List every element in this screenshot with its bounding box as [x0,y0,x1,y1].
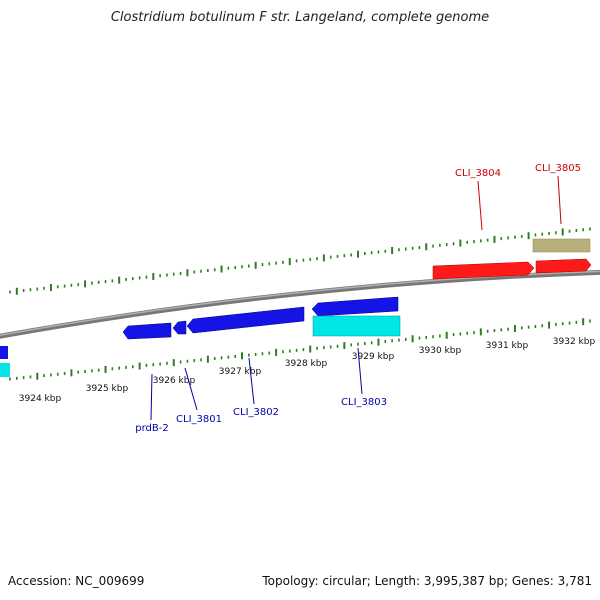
upper-tick-track [9,227,591,295]
gene-arrow-cli-3801[interactable] [172,320,187,335]
scale-label: 3931 kbp [486,341,529,351]
gene-leader-line [248,357,255,405]
scale-label: 3927 kbp [219,367,262,377]
scale-label: 3928 kbp [285,359,328,369]
gene-label-prdb-2[interactable]: prdB-2 [135,423,168,434]
gene-arrow-cli-3804[interactable] [432,261,535,280]
gene-leader-line [357,347,363,395]
genome-backbone-highlight [0,270,600,336]
scale-label: 3924 kbp [19,394,62,404]
gene-arrow-cli-3802[interactable] [186,306,305,334]
gene-arrow-prdb-2[interactable] [122,322,172,340]
scale-label: 3932 kbp [553,337,596,347]
scale-label: 3926 kbp [153,376,196,386]
gene-leader-line [150,373,153,421]
accession-text: Accession: NC_009699 [8,574,145,588]
gene-labels: prdB-2 CLI_3801 CLI_3802 CLI_3803 CLI_3804 CL… [135,163,581,434]
feature-box-other[interactable] [532,238,591,253]
gene-label-cli-3803[interactable]: CLI_3803 [341,397,387,408]
scale-label: 3930 kbp [419,346,462,356]
gene-arrow-cli-3805[interactable] [535,258,592,274]
lower-tick-track [9,318,591,381]
gene-label-cli-3801[interactable]: CLI_3801 [176,414,222,425]
scale-label: 3929 kbp [352,352,395,362]
genome-backbone [0,269,600,339]
gene-leader-line [184,367,198,411]
rna-box-cli-3803[interactable] [312,315,401,337]
map-title: Clostridium botulinum F str. Langeland, … [110,10,490,25]
topology-text: Topology: circular; Length: 3,995,387 bp… [262,574,592,588]
gene-leader-line [557,175,562,225]
gene-arrow-cli-3803[interactable] [311,296,399,317]
gene-label-cli-3805[interactable]: CLI_3805 [535,163,581,174]
scale-labels: 3924 kbp 3925 kbp 3926 kbp 3927 kbp 3928 kbp… [19,337,596,404]
gene-leader-line [477,180,483,231]
gene-label-cli-3802[interactable]: CLI_3802 [233,407,279,418]
gene-arrow-edge-left[interactable] [0,346,8,359]
gene-label-cli-3804[interactable]: CLI_3804 [455,168,501,179]
rna-box-edge-left[interactable] [0,363,10,377]
scale-label: 3925 kbp [86,384,129,394]
